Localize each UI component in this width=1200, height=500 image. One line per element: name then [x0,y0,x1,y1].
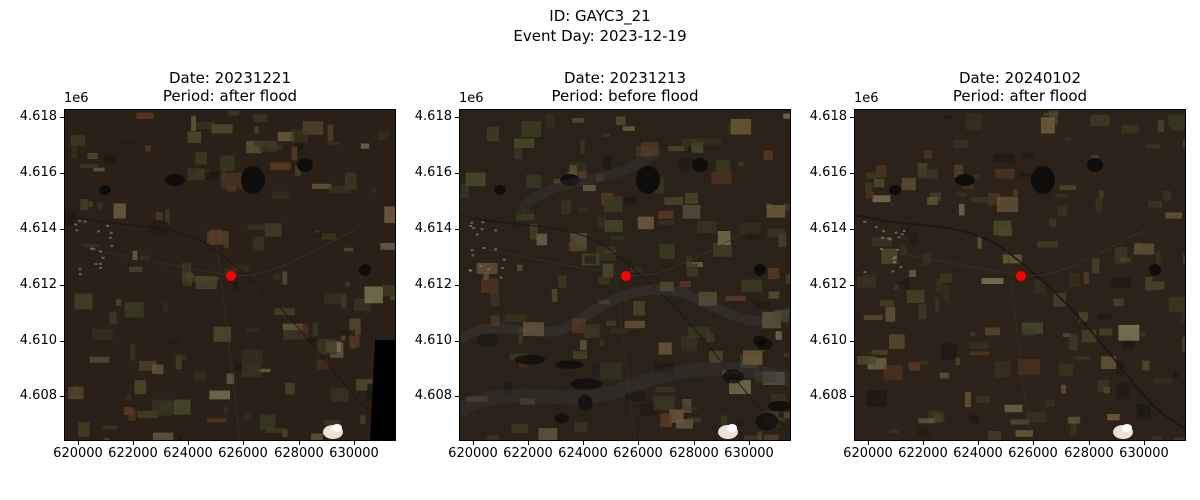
y-tick-label: 4.616 [414,165,452,180]
x-tick-mark [528,441,529,445]
satellite-image-svg [65,110,395,440]
x-tick-mark [1144,441,1145,445]
y-offset-label: 1e6 [64,91,89,106]
y-tick-label: 4.612 [19,277,57,292]
y-tick-mark [455,173,459,174]
satellite-image-svg [460,110,790,440]
y-tick-mark [850,285,854,286]
x-tick-label: 622000 [503,446,553,461]
satellite-image [64,109,396,441]
x-tick-mark [133,441,134,445]
x-tick-mark [749,441,750,445]
y-tick-label: 4.608 [809,388,847,403]
x-tick-mark [188,441,189,445]
x-tick-mark [583,441,584,445]
y-tick-mark [455,285,459,286]
panel-period-title: Period: before flood [551,87,699,105]
x-tick-label: 622000 [898,446,948,461]
satellite-image [854,109,1186,441]
x-tick-label: 622000 [108,446,158,461]
y-tick-mark [455,229,459,230]
x-tick-label: 620000 [448,446,498,461]
y-tick-mark [60,173,64,174]
x-tick-label: 630000 [329,446,379,461]
y-tick-mark [60,117,64,118]
x-tick-mark [243,441,244,445]
x-tick-mark [354,441,355,445]
x-tick-label: 628000 [669,446,719,461]
satellite-image [459,109,791,441]
x-tick-mark [694,441,695,445]
x-tick-mark [868,441,869,445]
x-tick-label: 626000 [613,446,663,461]
x-tick-label: 624000 [558,446,608,461]
figure-id-title: ID: GAYC3_21 [549,7,651,25]
y-tick-mark [455,117,459,118]
location-marker [226,271,236,281]
y-tick-mark [60,396,64,397]
y-tick-mark [850,229,854,230]
y-tick-label: 4.610 [414,333,452,348]
y-tick-label: 4.616 [19,165,57,180]
y-tick-mark [60,229,64,230]
y-tick-mark [850,173,854,174]
y-tick-mark [850,341,854,342]
y-tick-mark [850,117,854,118]
x-tick-label: 628000 [1064,446,1114,461]
y-tick-label: 4.614 [414,221,452,236]
y-tick-mark [455,341,459,342]
y-tick-mark [850,396,854,397]
y-tick-label: 4.610 [19,333,57,348]
x-tick-label: 630000 [1119,446,1169,461]
y-offset-label: 1e6 [459,91,484,106]
y-tick-label: 4.618 [809,109,847,124]
y-tick-label: 4.612 [809,277,847,292]
y-tick-label: 4.618 [414,109,452,124]
location-marker [621,271,631,281]
y-offset-label: 1e6 [854,91,879,106]
y-tick-label: 4.612 [414,277,452,292]
x-tick-mark [923,441,924,445]
x-tick-mark [78,441,79,445]
y-tick-label: 4.616 [809,165,847,180]
panel-period-title: Period: after flood [952,87,1088,105]
x-tick-label: 624000 [163,446,213,461]
x-tick-label: 620000 [843,446,893,461]
panel-period-title: Period: after flood [162,87,298,105]
figure-event-day-title: Event Day: 2023-12-19 [513,27,687,45]
panel-date-title: Date: 20231221 [168,69,292,87]
y-tick-mark [60,341,64,342]
y-tick-label: 4.614 [809,221,847,236]
location-marker [1016,271,1026,281]
x-tick-mark [1089,441,1090,445]
y-tick-label: 4.614 [19,221,57,236]
x-tick-mark [638,441,639,445]
y-tick-mark [60,285,64,286]
satellite-image-svg [855,110,1185,440]
x-tick-label: 630000 [724,446,774,461]
x-tick-label: 628000 [274,446,324,461]
y-tick-label: 4.618 [19,109,57,124]
x-tick-mark [473,441,474,445]
y-tick-label: 4.610 [809,333,847,348]
x-tick-mark [299,441,300,445]
y-tick-mark [455,396,459,397]
x-tick-label: 626000 [218,446,268,461]
x-tick-mark [1033,441,1034,445]
x-tick-label: 624000 [953,446,1003,461]
panel-date-title: Date: 20240102 [958,69,1082,87]
x-tick-mark [978,441,979,445]
x-tick-label: 620000 [53,446,103,461]
y-tick-label: 4.608 [19,388,57,403]
panel-date-title: Date: 20231213 [563,69,687,87]
y-tick-label: 4.608 [414,388,452,403]
x-tick-label: 626000 [1008,446,1058,461]
